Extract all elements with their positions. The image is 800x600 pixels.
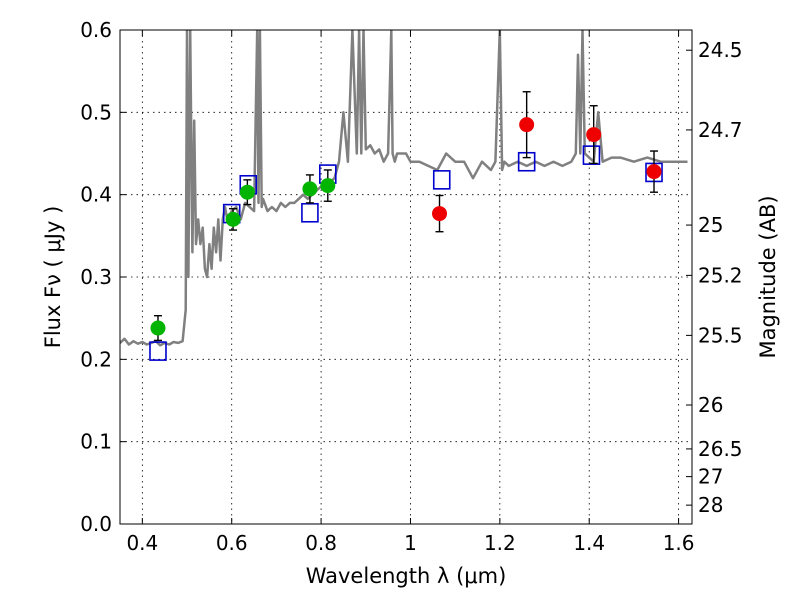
tick-layer: [120, 29, 692, 525]
x-tick-label: 1.2: [484, 531, 516, 555]
y-tick-label: 0.2: [80, 347, 112, 371]
y-tick-label: 0.4: [80, 183, 112, 207]
model-square: [301, 202, 319, 223]
red-point: [646, 164, 662, 180]
spectrum-line: [120, 30, 688, 347]
mag-tick-label: 27: [698, 465, 723, 489]
y-tick-label: 0.0: [80, 512, 112, 536]
x-tick-label: 1.4: [573, 531, 605, 555]
x-tick-label: 0.6: [216, 531, 248, 555]
green-point: [302, 181, 318, 197]
y-tick-label: 0.5: [80, 100, 112, 124]
green-point: [239, 184, 255, 200]
y-axis-label: Flux Fν ( μJy ): [41, 206, 65, 349]
x-tick-label: 0.4: [126, 531, 158, 555]
y-tick-label: 0.6: [80, 18, 112, 42]
x-tick-label: 1: [404, 531, 417, 555]
x-axis-label: Wavelength λ (μm): [306, 564, 507, 588]
x-tick-label: 0.8: [305, 531, 337, 555]
y-tick-label: 0.3: [80, 265, 112, 289]
mag-tick-label: 25.2: [698, 263, 743, 287]
x-tick-label: 1.6: [663, 531, 695, 555]
green-point: [320, 178, 336, 194]
model-square: [582, 145, 601, 165]
y2-axis-label: Magnitude (AB): [756, 195, 780, 358]
model-square: [149, 341, 167, 361]
mag-tick-label: 26: [698, 393, 723, 417]
mag-tick-label: 26.5: [698, 437, 743, 461]
green-point: [150, 320, 166, 336]
mag-tick-label: 25: [698, 213, 723, 237]
y-tick-label: 0.1: [80, 430, 112, 454]
grid: [120, 29, 692, 525]
model-square: [432, 170, 451, 190]
mag-tick-label: 28: [698, 493, 723, 517]
marker-layer: [149, 91, 663, 361]
tick-labels: 0.4 0.6 0.8 1 1.2 1.4 1.6 0.0 0.1 0.2 0.3 0.4 0.5 0.6…: [80, 18, 742, 555]
red-point: [519, 117, 535, 133]
mag-tick-label: 24.7: [698, 118, 743, 142]
mag-tick-label: 24.5: [698, 38, 743, 62]
mag-tick-label: 25.5: [698, 323, 743, 347]
red-point: [586, 127, 602, 143]
red-point: [432, 206, 448, 222]
green-point: [225, 211, 241, 227]
spectrum-layer: [120, 30, 688, 347]
